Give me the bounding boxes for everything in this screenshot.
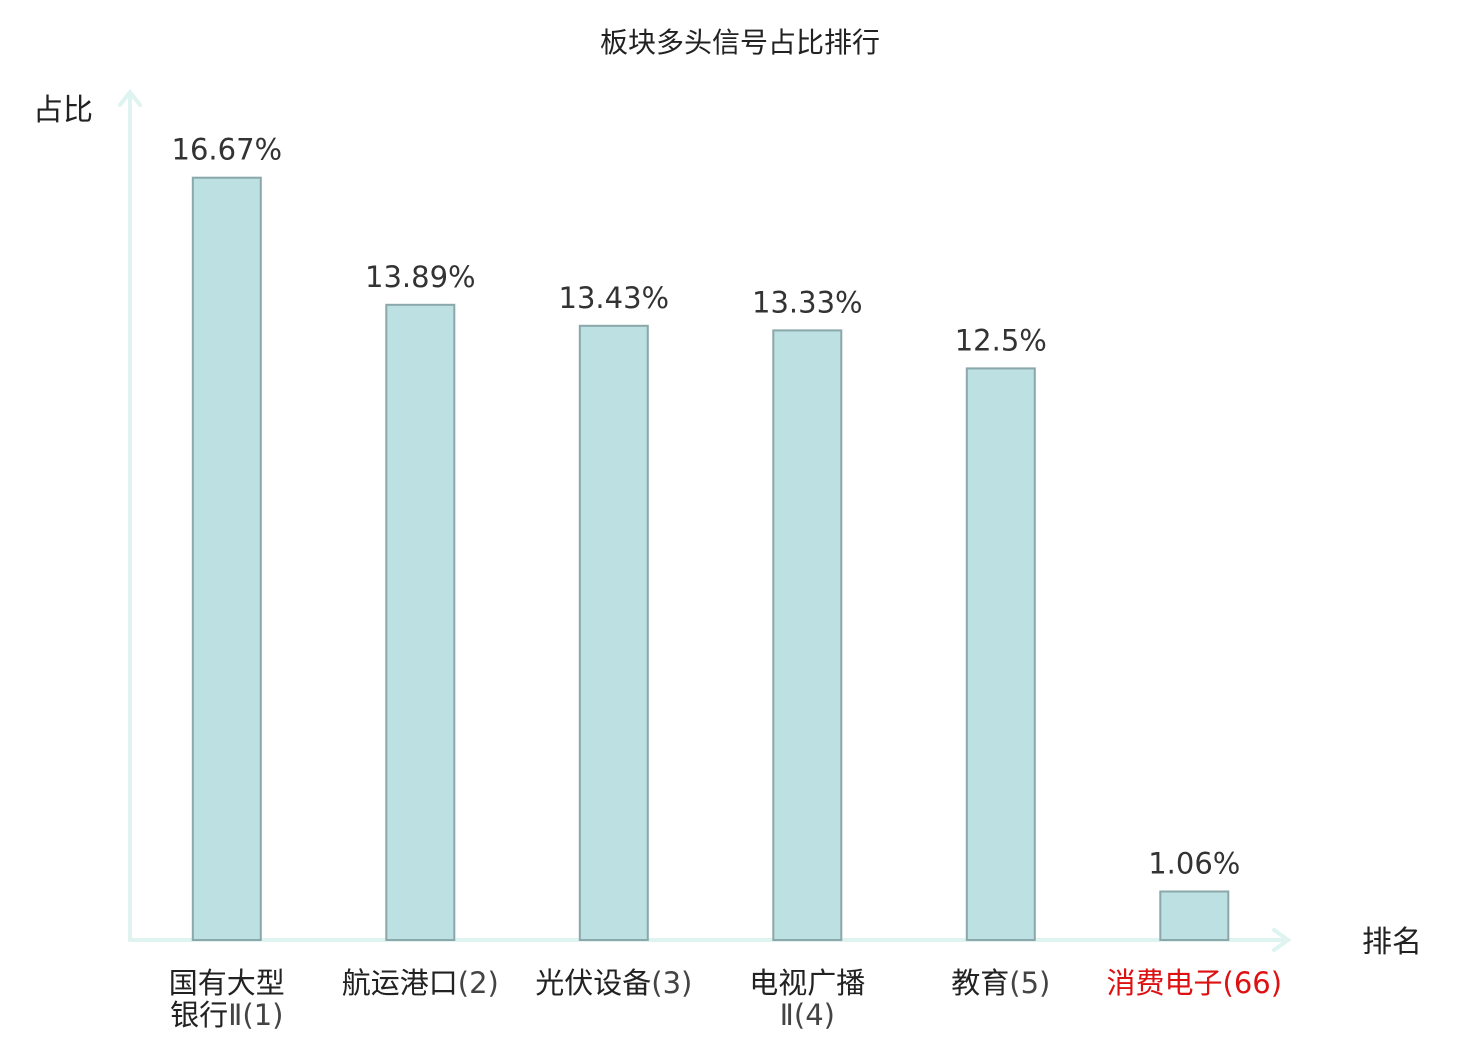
category-name: 航运港口 — [342, 966, 458, 1000]
category-rank: Ⅱ(1) — [228, 998, 283, 1032]
y-axis — [118, 88, 142, 942]
bar — [191, 176, 262, 941]
value-label: 16.67% — [172, 133, 283, 167]
chart-title: 板块多头信号占比排行 — [600, 26, 880, 59]
category-label: 国有大型银行Ⅱ(1) — [169, 966, 285, 1032]
y-axis-label: 占比 — [33, 93, 93, 128]
category-name: 教育 — [951, 966, 1009, 1000]
value-label: 13.43% — [559, 281, 670, 315]
bar — [965, 367, 1036, 941]
category-rank: (3) — [651, 966, 692, 1000]
bars-group — [191, 176, 1230, 941]
category-labels-group: 国有大型银行Ⅱ(1) 航运港口(2) 光伏设备(3) 电视广播 Ⅱ(4) 教育(5) 消费电… — [169, 966, 1282, 1032]
value-label: 12.5% — [955, 323, 1047, 357]
category-name: 光伏设备 — [535, 966, 651, 1000]
category-label: 航运港口(2) — [342, 966, 499, 1000]
category-rank: (66) — [1223, 966, 1283, 1000]
x-axis-label: 排名 — [1362, 925, 1422, 960]
value-label: 1.06% — [1148, 847, 1240, 881]
x-axis-arrow-icon — [1272, 928, 1292, 952]
value-label: 13.89% — [365, 260, 476, 294]
y-axis-arrow-icon — [118, 88, 142, 107]
category-label: 光伏设备(3) — [535, 966, 692, 1000]
category-label: 电视广播 Ⅱ(4) — [749, 966, 865, 1032]
bar — [385, 303, 456, 941]
category-label: 教育(5) — [951, 966, 1050, 1000]
bar — [772, 329, 843, 941]
value-label: 13.33% — [752, 285, 863, 319]
category-name: 银行 — [170, 998, 228, 1032]
value-labels-group: 16.67% 13.89% 13.43% 13.33% 12.5% 1.06% — [172, 133, 1241, 881]
category-label: 消费电子(66) — [1107, 966, 1283, 1000]
category-rank: Ⅱ(4) — [780, 998, 835, 1032]
bar — [578, 324, 649, 941]
category-name: 电视广播 — [749, 966, 865, 1000]
bar — [1159, 890, 1230, 941]
x-axis — [128, 928, 1292, 952]
category-rank: (5) — [1009, 966, 1050, 1000]
category-rank: (2) — [458, 966, 499, 1000]
category-name: 消费电子 — [1107, 966, 1223, 1000]
category-name: 国有大型 — [169, 966, 285, 1000]
